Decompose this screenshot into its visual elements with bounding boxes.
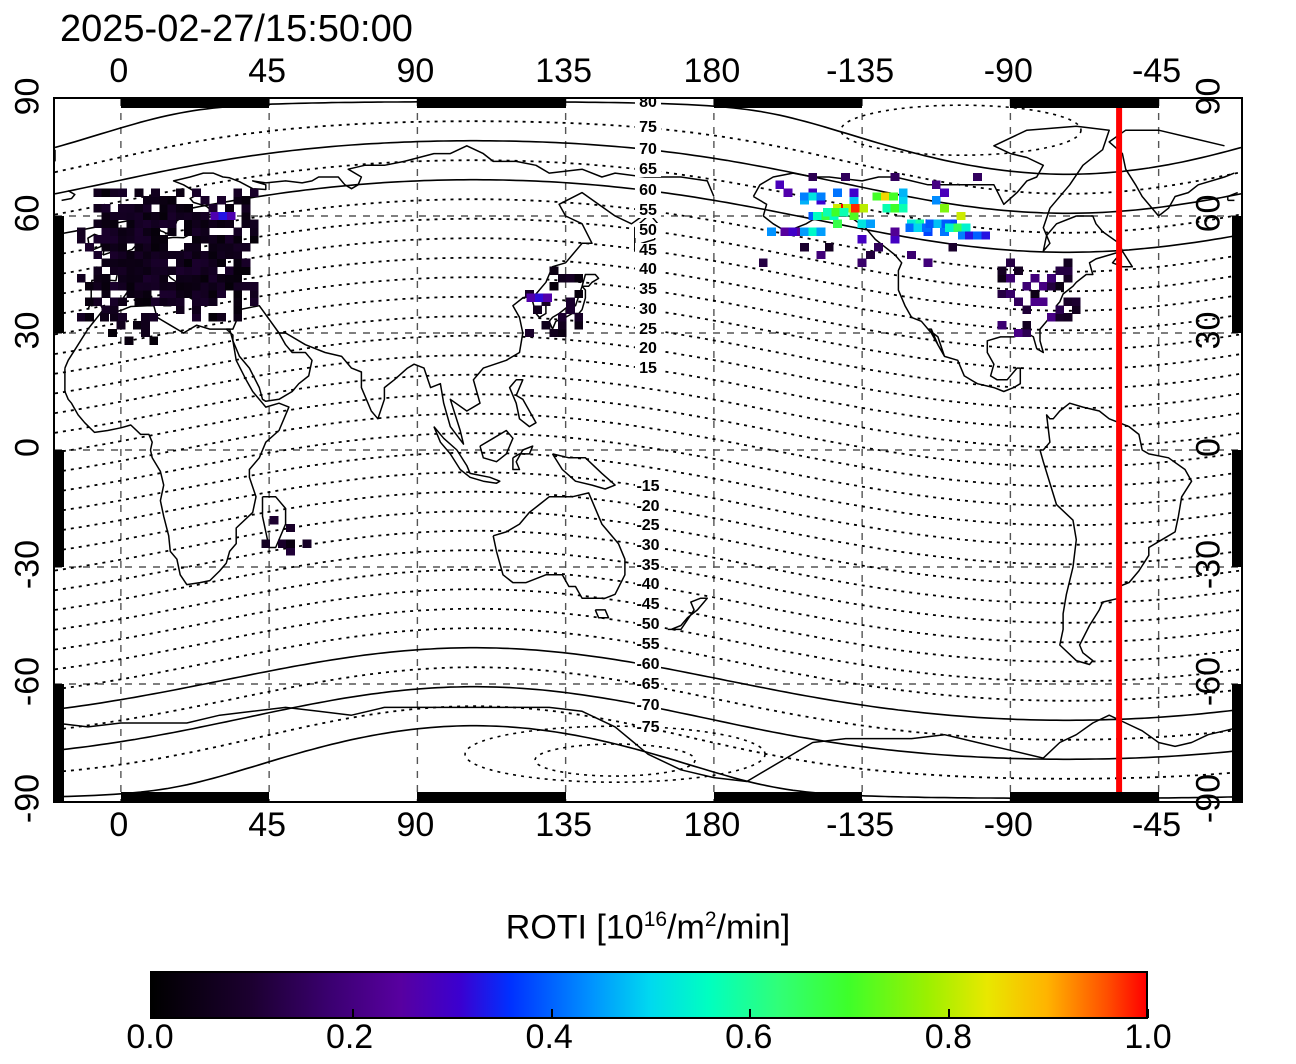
magnetic-latitude-label: 60 [635, 182, 661, 198]
y-axis-tick-label: 60 [1189, 194, 1228, 233]
magnetic-latitude-label: -55 [635, 636, 661, 654]
colorbar-tick [749, 1009, 752, 1018]
colorbar-tick-label: 0.2 [325, 1018, 374, 1056]
axis-band [55, 216, 64, 333]
magnetic-latitude-label: 30 [635, 301, 661, 317]
y-axis-tick-label: -90 [8, 773, 47, 824]
y-axis-tick-label: -60 [1189, 656, 1228, 707]
axis-band [713, 99, 863, 108]
axis-band [1010, 99, 1159, 108]
colorbar-title-exponent: 16 [643, 908, 668, 931]
axis-band [417, 99, 566, 108]
y-axis-tick-label: -30 [8, 539, 47, 590]
x-axis-tick-label: -135 [826, 52, 895, 90]
magnetic-latitude-label: 80 [635, 99, 661, 111]
magnetic-latitude-label: 35 [635, 282, 661, 298]
axis-band [55, 684, 64, 801]
axis-band [120, 792, 270, 801]
y-axis-tick-label: -60 [8, 656, 47, 707]
axis-band [1232, 450, 1241, 567]
colorbar-tick-label: 0.4 [525, 1018, 573, 1056]
colorbar-title-suffix: /min] [716, 908, 791, 947]
axis-band [417, 792, 566, 801]
y-axis-tick-label: 30 [8, 311, 47, 350]
colorbar-tick [153, 1009, 155, 1018]
y-axis-tick-label: 0 [1189, 438, 1228, 457]
map-plot-frame: 80 75 70 65 60 55 50 45 40 35 30 25 20 15 -15 -20 -25 -30… [53, 97, 1243, 803]
magnetic-latitude-label: -45 [635, 596, 661, 614]
x-axis-tick-label: 45 [248, 52, 287, 90]
magnetic-latitude-label: -50 [635, 616, 661, 634]
colorbar-tick-label: 0.6 [725, 1018, 773, 1056]
magnetic-latitude-label: 25 [635, 321, 661, 337]
axis-band [1010, 792, 1159, 801]
colorbar-tick [1147, 1009, 1149, 1018]
magnetic-latitude-label: 15 [635, 360, 661, 376]
x-axis-tick-label: -90 [983, 806, 1033, 844]
y-axis-tick-label: -30 [1189, 539, 1228, 590]
colorbar-tick [550, 1009, 553, 1018]
colorbar-tick-label: 0.8 [924, 1018, 973, 1056]
axis-band [120, 99, 270, 108]
axis-band [1232, 216, 1241, 333]
x-axis-tick-label: -45 [1132, 52, 1182, 90]
magnetic-latitude-label: -15 [635, 477, 661, 495]
colorbar-title-exponent2: 2 [704, 908, 717, 931]
terminator-line [1116, 99, 1123, 801]
colorbar-title-mid: /m [667, 908, 705, 947]
colorbar-tick [948, 1009, 951, 1018]
x-axis-tick-label: -90 [983, 52, 1033, 90]
magnetic-latitude-label: 45 [635, 242, 661, 258]
magnetic-latitude-label: 20 [635, 341, 661, 357]
magnetic-latitude-label: 75 [635, 119, 661, 135]
magnetic-latitude-label: 40 [635, 262, 661, 278]
y-axis-tick-label: 60 [8, 194, 47, 233]
x-axis-tick-label: 180 [683, 52, 741, 90]
colorbar-tick-label: 1.0 [1124, 1018, 1172, 1056]
magnetic-latitude-label: -20 [635, 497, 661, 515]
magnetic-latitude-label: -65 [635, 676, 661, 694]
magnetic-latitude-label: -30 [635, 536, 661, 554]
colorbar-tick-label: 0.0 [126, 1018, 174, 1056]
magnetic-latitude-label: 70 [635, 141, 661, 157]
y-axis-tick-label: 30 [1189, 311, 1228, 350]
x-axis-tick-label: -135 [826, 806, 895, 844]
colorbar [150, 971, 1149, 1019]
magnetic-latitude-label: -60 [635, 656, 661, 674]
y-axis-tick-label: 0 [8, 438, 47, 457]
colorbar-tick [351, 1009, 354, 1018]
roti-data-pixels [76, 172, 1081, 556]
x-axis-tick-label: 90 [396, 52, 435, 90]
y-axis-tick-label: 90 [1189, 77, 1228, 116]
magnetic-latitude-label: -35 [635, 556, 661, 574]
magnetic-latitude-label: 50 [635, 222, 661, 238]
x-axis-tick-label: 90 [396, 806, 435, 844]
x-axis-tick-label: 135 [535, 806, 592, 844]
x-axis-tick-label: 180 [683, 806, 741, 844]
page-title: 2025-02-27/15:50:00 [60, 8, 413, 50]
axis-band [1232, 684, 1241, 801]
colorbar-title: ROTI [1016/m2/min] [0, 908, 1296, 947]
magnetic-latitude-label: 65 [635, 162, 661, 178]
y-axis-tick-label: 90 [8, 77, 47, 116]
magnetic-latitude-label: -75 [635, 718, 661, 736]
x-axis-tick-label: 0 [109, 52, 129, 90]
axis-band [55, 450, 64, 567]
axis-band [713, 792, 863, 801]
magnetic-latitude-label: -40 [635, 576, 661, 594]
magnetic-latitude-label: 55 [635, 202, 661, 218]
magnetic-latitude-label: -70 [635, 697, 661, 715]
x-axis-tick-label: -45 [1132, 806, 1182, 844]
magnetic-latitude-label: -25 [635, 517, 661, 535]
colorbar-title-prefix: ROTI [10 [505, 908, 644, 947]
x-axis-tick-label: 135 [535, 52, 592, 90]
map-canvas: 80 75 70 65 60 55 50 45 40 35 30 25 20 15 -15 -20 -25 -30… [55, 99, 1241, 801]
colorbar-gradient [152, 973, 1146, 1017]
y-axis-tick-label: -90 [1189, 773, 1228, 824]
x-axis-tick-label: 0 [109, 806, 129, 844]
x-axis-tick-label: 45 [248, 806, 287, 844]
